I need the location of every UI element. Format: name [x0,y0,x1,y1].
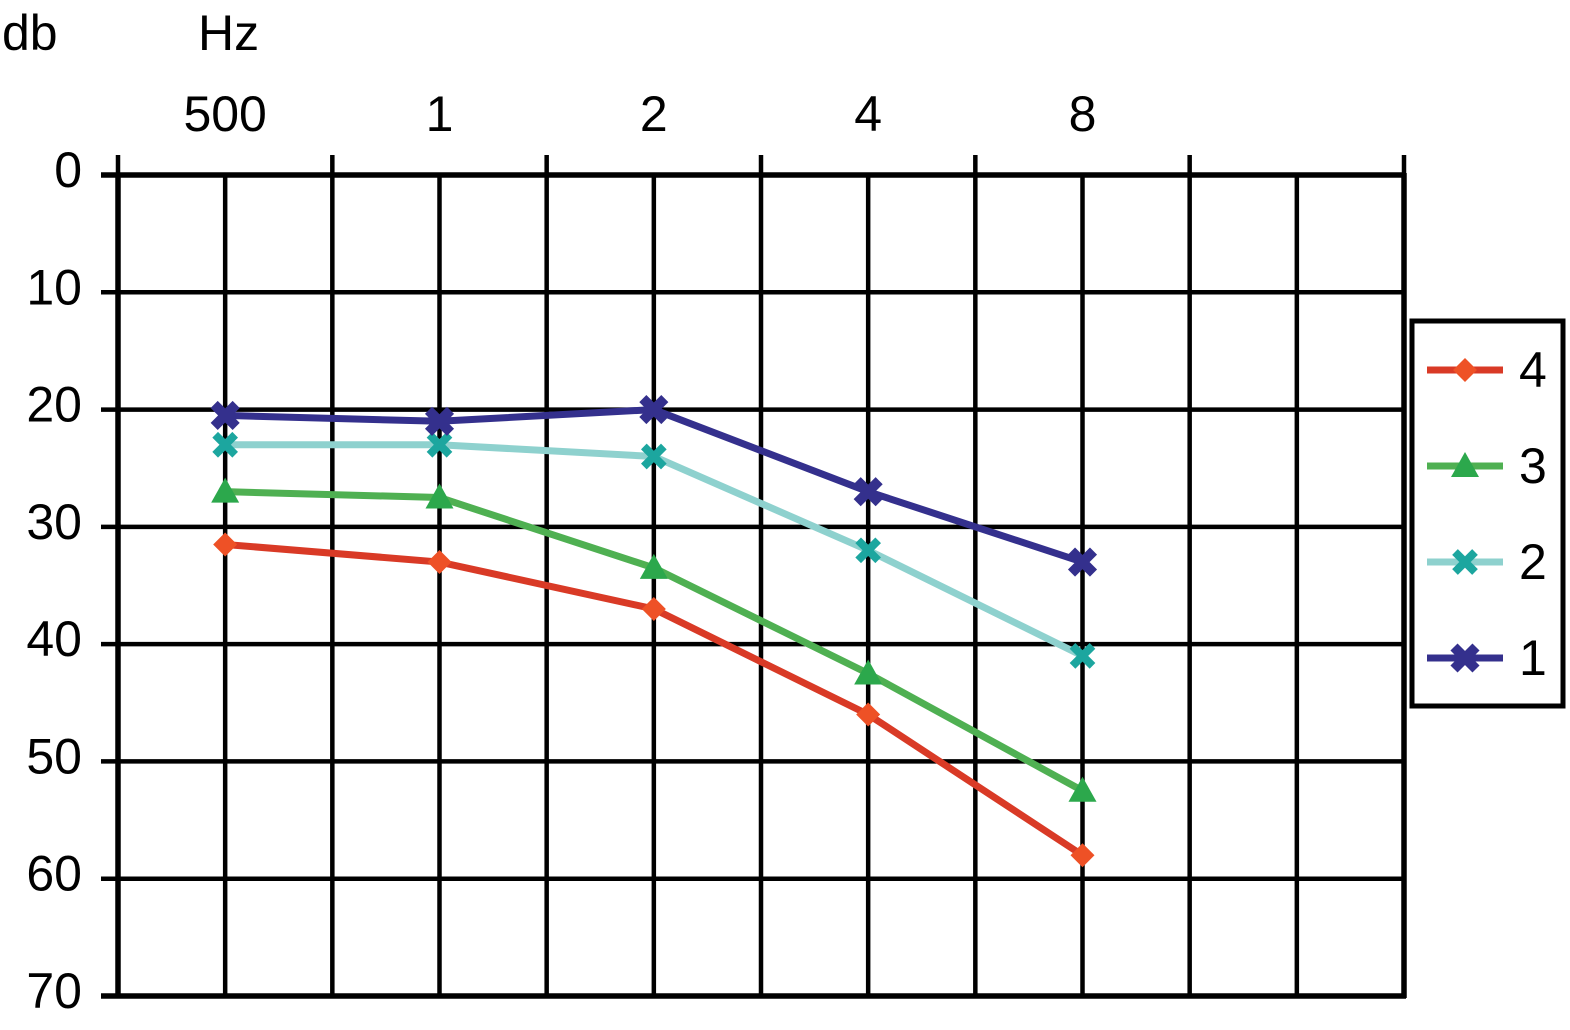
legend-entry-1 [1427,643,1503,673]
diamond-marker [856,702,881,727]
y-tick-label: 0 [54,142,82,198]
legend-entry-2 [1427,549,1503,575]
legend-entry-3 [1427,452,1503,477]
x-marker [1452,549,1478,575]
x-marker [1067,547,1098,577]
series-2 [212,431,1096,669]
x-marker [853,477,883,507]
diamond-marker [641,596,666,621]
x-tick-label: 1 [426,86,454,142]
x-axis-unit-label: Hz [198,5,260,61]
series-1 [210,395,1098,577]
legend-label: 2 [1519,534,1547,590]
x-tick-label: 500 [183,86,266,142]
legend-label: 3 [1519,438,1547,494]
triangle-marker [211,477,240,503]
x-marker [855,537,881,564]
x-marker [212,431,238,458]
series-4 [213,532,1095,868]
diamond-marker [213,532,238,557]
triangle-marker [1451,452,1479,477]
x-marker [1450,643,1480,673]
y-tick-label: 10 [26,259,82,315]
y-tick-label: 50 [26,728,82,784]
triangle-marker [1068,776,1097,802]
y-tick-label: 70 [26,963,82,1019]
diamond-marker [427,550,452,575]
x-marker [424,406,455,436]
series-3 [211,477,1097,802]
x-marker [426,431,453,458]
legend-box [1409,318,1566,709]
legend-label: 1 [1519,630,1547,686]
y-tick-label: 20 [26,377,82,433]
legend-label: 4 [1519,342,1547,398]
y-tick-label: 60 [26,846,82,902]
legend-entry-4 [1427,358,1503,382]
diamond-marker [1453,358,1477,382]
x-tick-label: 2 [640,86,668,142]
x-marker [639,395,669,425]
diamond-marker [1070,843,1095,868]
triangle-marker [639,553,668,579]
x-marker [1069,643,1096,669]
x-tick-label: 8 [1069,86,1097,142]
y-tick-label: 40 [26,611,82,667]
x-tick-label: 4 [854,86,882,142]
y-axis-unit-label: db [2,5,58,61]
x-marker [210,400,240,430]
triangle-marker [425,483,454,509]
legend: 4 3 2 1 [1409,318,1566,709]
y-tick-label: 30 [26,494,82,550]
x-marker [641,443,667,470]
triangle-marker [854,659,883,685]
